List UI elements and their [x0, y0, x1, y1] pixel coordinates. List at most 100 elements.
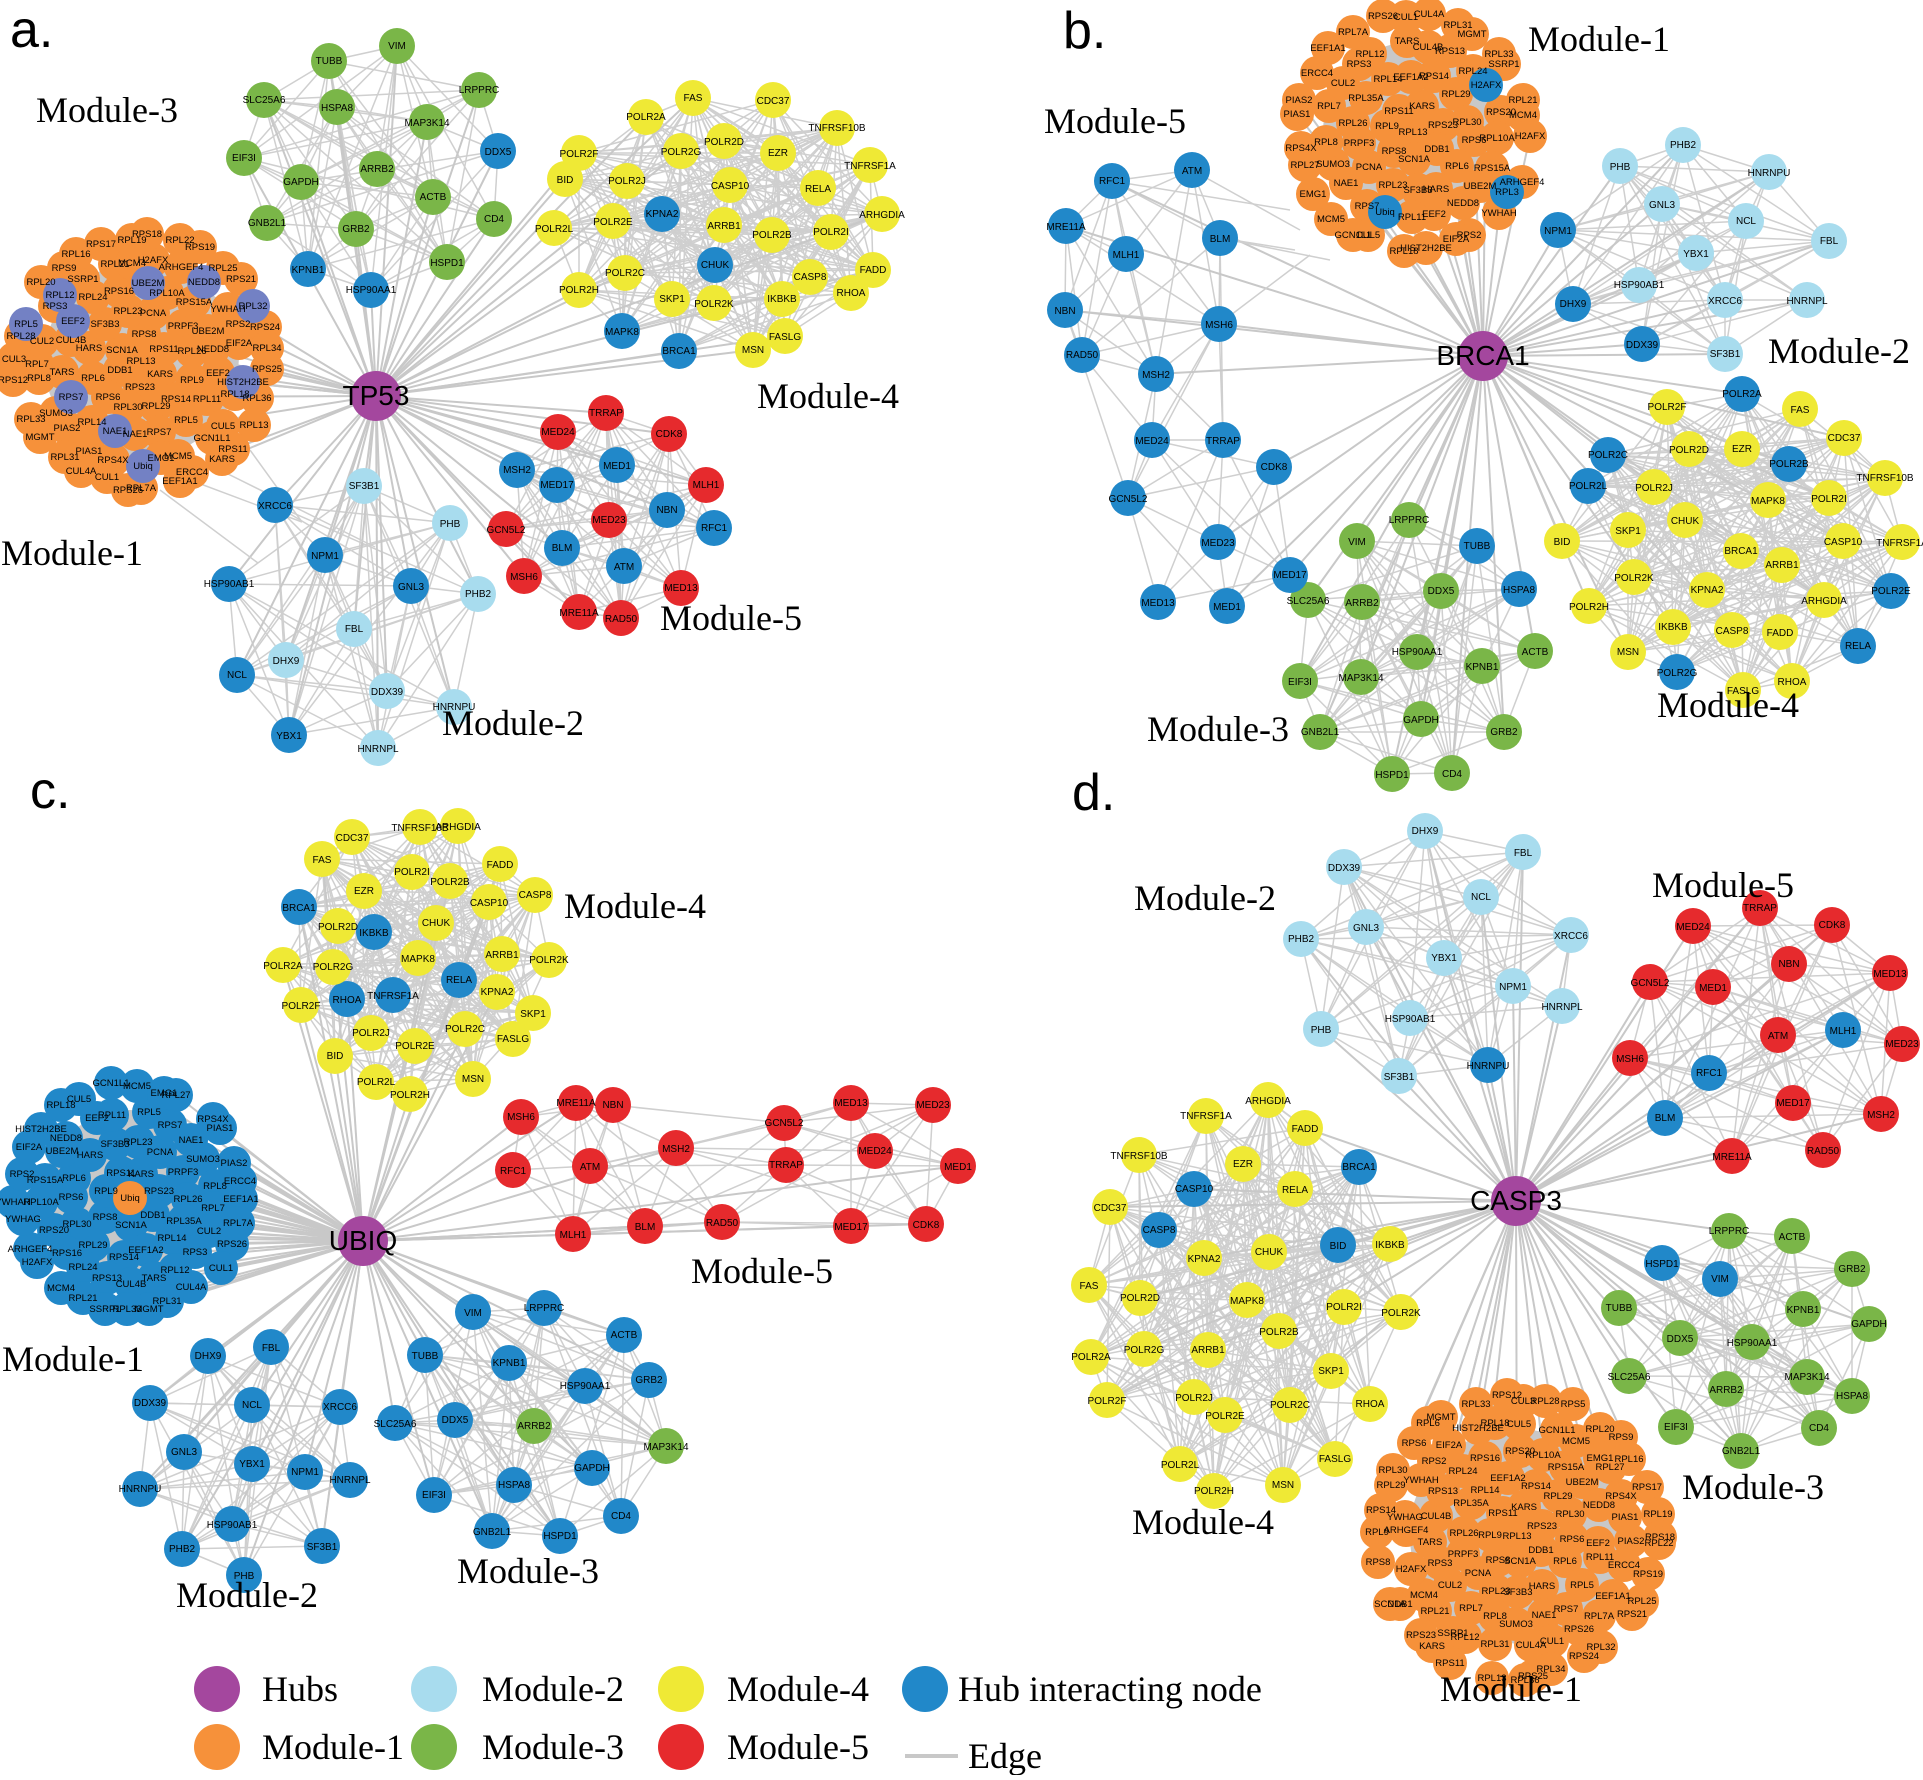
svg-text:RHOA: RHOA — [837, 288, 866, 299]
svg-text:POLR2D: POLR2D — [1669, 445, 1709, 456]
svg-text:RPL9: RPL9 — [1365, 1527, 1389, 1538]
svg-text:RPL8: RPL8 — [27, 373, 51, 384]
svg-text:CUL2: CUL2 — [30, 336, 54, 347]
svg-text:c.: c. — [30, 762, 70, 820]
svg-text:RPS6: RPS6 — [1402, 1438, 1427, 1449]
svg-text:RPL30: RPL30 — [113, 402, 142, 413]
svg-text:Edge: Edge — [968, 1736, 1042, 1775]
svg-text:MRE11A: MRE11A — [1712, 1152, 1752, 1163]
svg-text:DDX39: DDX39 — [1328, 863, 1361, 874]
svg-text:POLR2H: POLR2H — [390, 1090, 430, 1101]
svg-text:CHUK: CHUK — [1671, 516, 1700, 527]
svg-text:RPS11: RPS11 — [149, 344, 178, 355]
svg-text:MAP3K14: MAP3K14 — [1784, 1372, 1829, 1383]
svg-text:RPL11: RPL11 — [98, 1110, 126, 1121]
svg-text:SF3B3: SF3B3 — [100, 1139, 129, 1150]
svg-text:EIF2A: EIF2A — [1443, 234, 1470, 245]
svg-text:DDB1: DDB1 — [1424, 144, 1449, 155]
svg-text:MSH6: MSH6 — [1205, 320, 1233, 331]
svg-text:KPNB1: KPNB1 — [1787, 1305, 1820, 1316]
svg-text:RPL33: RPL33 — [1461, 1399, 1490, 1410]
svg-text:RPL10A: RPL10A — [23, 1197, 59, 1208]
svg-text:Module-5: Module-5 — [660, 598, 802, 638]
svg-text:KPNA2: KPNA2 — [481, 987, 514, 998]
svg-text:BLM: BLM — [1210, 234, 1231, 245]
svg-text:RPL20: RPL20 — [26, 277, 55, 288]
svg-text:RPS18: RPS18 — [132, 229, 162, 240]
svg-text:MSH6: MSH6 — [507, 1112, 535, 1123]
svg-text:GNL3: GNL3 — [1353, 923, 1380, 934]
svg-text:RPS11: RPS11 — [106, 1168, 135, 1179]
svg-text:RPL30: RPL30 — [62, 1219, 91, 1230]
svg-text:CUL1: CUL1 — [95, 472, 119, 483]
svg-text:PRPF3: PRPF3 — [168, 1167, 199, 1178]
svg-text:BLM: BLM — [635, 1222, 656, 1233]
svg-text:RPS3: RPS3 — [43, 301, 68, 312]
svg-text:RPS26: RPS26 — [217, 1239, 247, 1250]
svg-text:CUL4B: CUL4B — [56, 335, 87, 346]
svg-text:RPS3: RPS3 — [183, 1247, 208, 1258]
svg-text:SCN1A: SCN1A — [1374, 1599, 1406, 1610]
svg-text:POLR2F: POLR2F — [1648, 402, 1687, 413]
svg-text:RPL21: RPL21 — [68, 1293, 97, 1304]
svg-text:GRB2: GRB2 — [1490, 727, 1518, 738]
svg-text:NBN: NBN — [1778, 959, 1799, 970]
svg-text:MED17: MED17 — [540, 480, 574, 491]
svg-text:RPS5: RPS5 — [1561, 1399, 1586, 1410]
svg-text:IKBKB: IKBKB — [767, 294, 797, 305]
svg-text:PCNA: PCNA — [1465, 1568, 1492, 1579]
svg-text:RPS19: RPS19 — [185, 242, 215, 253]
svg-text:HARS: HARS — [77, 1150, 103, 1161]
svg-text:TRRAP: TRRAP — [589, 408, 623, 419]
svg-text:HIST2H2BE: HIST2H2BE — [15, 1124, 67, 1135]
svg-text:MLH1: MLH1 — [1830, 1026, 1857, 1037]
svg-text:RPL7: RPL7 — [201, 1203, 225, 1214]
svg-text:EIF3I: EIF3I — [1664, 1422, 1688, 1433]
svg-text:POLR2I: POLR2I — [813, 227, 849, 238]
svg-text:RPS24: RPS24 — [250, 322, 280, 333]
svg-text:RPS13: RPS13 — [92, 1273, 122, 1284]
svg-text:XRCC6: XRCC6 — [1708, 296, 1742, 307]
svg-text:RPS6: RPS6 — [96, 392, 121, 403]
svg-text:SCN1A: SCN1A — [106, 345, 138, 356]
svg-text:POLR2F: POLR2F — [282, 1001, 321, 1012]
svg-text:MSN: MSN — [742, 345, 764, 356]
svg-text:IKBKB: IKBKB — [1658, 622, 1688, 633]
svg-text:MED1: MED1 — [603, 461, 631, 472]
svg-text:MLH1: MLH1 — [693, 480, 720, 491]
svg-text:SF3B1: SF3B1 — [349, 481, 380, 492]
svg-text:PRPF3: PRPF3 — [168, 321, 199, 332]
svg-text:TP53: TP53 — [343, 380, 410, 411]
svg-text:CASP10: CASP10 — [1824, 537, 1863, 548]
svg-text:EMG1: EMG1 — [148, 453, 175, 464]
svg-text:RPL31: RPL31 — [1480, 1639, 1509, 1650]
svg-text:RPL9: RPL9 — [94, 1186, 118, 1197]
svg-text:POLR2E: POLR2E — [1205, 1411, 1245, 1422]
svg-text:FASLG: FASLG — [1319, 1454, 1351, 1465]
svg-text:PCNA: PCNA — [140, 308, 167, 319]
svg-text:RPL26: RPL26 — [173, 1194, 202, 1205]
svg-text:RPL27: RPL27 — [161, 1090, 190, 1101]
svg-text:Module-4: Module-4 — [1132, 1502, 1274, 1542]
svg-text:CDC37: CDC37 — [336, 833, 369, 844]
svg-text:SLC25A6: SLC25A6 — [1287, 596, 1330, 607]
svg-text:MRE11A: MRE11A — [1046, 222, 1086, 233]
svg-text:CHUK: CHUK — [422, 918, 451, 929]
svg-text:BRCA1: BRCA1 — [282, 903, 316, 914]
svg-text:SCN1A: SCN1A — [115, 1220, 147, 1231]
svg-text:PHB: PHB — [440, 519, 461, 530]
svg-text:RPL6: RPL6 — [1445, 161, 1469, 172]
svg-text:FBL: FBL — [1514, 848, 1533, 859]
svg-text:MAP3K14: MAP3K14 — [643, 1442, 688, 1453]
svg-text:MSN: MSN — [1617, 647, 1639, 658]
svg-text:EIF2A: EIF2A — [16, 1142, 43, 1153]
svg-text:SF3B3: SF3B3 — [1403, 185, 1432, 196]
svg-text:RPS15A: RPS15A — [27, 1175, 64, 1186]
svg-text:RPS21: RPS21 — [226, 274, 256, 285]
svg-text:Module-3: Module-3 — [457, 1551, 599, 1591]
svg-text:Module-3: Module-3 — [36, 90, 178, 130]
svg-text:EEF2: EEF2 — [61, 316, 85, 327]
svg-text:RPS21: RPS21 — [1617, 1609, 1647, 1620]
svg-text:RPS26: RPS26 — [1564, 1624, 1594, 1635]
svg-text:RPL13: RPL13 — [126, 356, 155, 367]
